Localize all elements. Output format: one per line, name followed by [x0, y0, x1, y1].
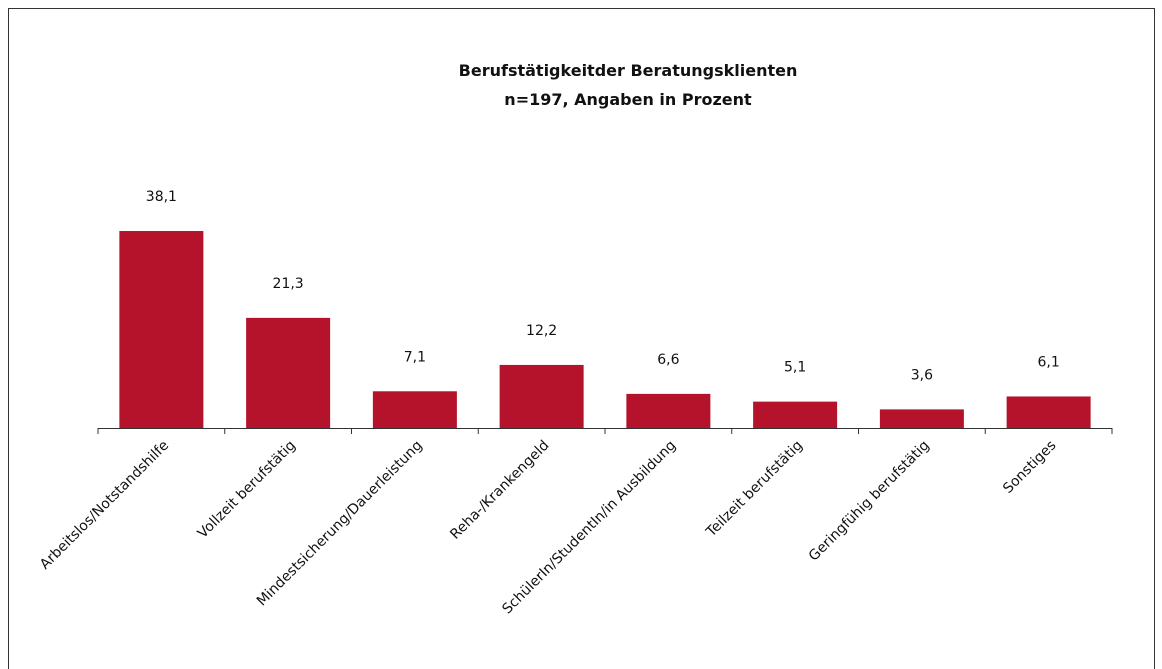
bar [372, 391, 457, 428]
value-label: 38,1 [146, 189, 177, 205]
value-label: 3,6 [911, 367, 933, 383]
value-label: 12,2 [526, 323, 557, 339]
value-label: 6,6 [657, 352, 679, 368]
bar [879, 409, 964, 428]
value-label: 6,1 [1037, 354, 1059, 370]
bar [499, 364, 584, 428]
chart-subtitle: n=197, Angaben in Prozent [504, 90, 752, 109]
bar [1006, 396, 1091, 428]
bar [119, 231, 204, 428]
bar [626, 393, 711, 428]
bar [246, 317, 331, 428]
value-label: 21,3 [273, 276, 304, 292]
chart-title: Berufstätigkeitder Beratungsklienten [459, 61, 798, 80]
value-label: 7,1 [404, 349, 426, 365]
value-label: 5,1 [784, 360, 806, 376]
bar [753, 401, 838, 428]
